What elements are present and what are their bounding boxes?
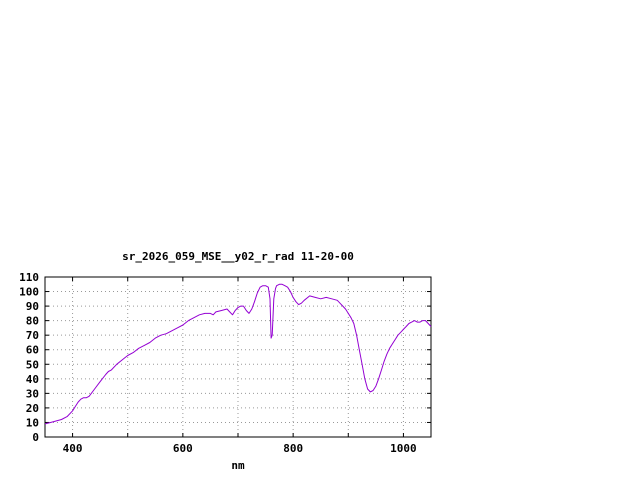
y-tick-label: 100 bbox=[19, 286, 39, 299]
y-tick-label: 70 bbox=[26, 329, 39, 342]
series-line bbox=[44, 283, 432, 425]
x-tick-label: 400 bbox=[63, 442, 83, 455]
x-axis-label: nm bbox=[231, 459, 245, 472]
y-tick-label: 80 bbox=[26, 315, 39, 328]
x-tick-label: 1000 bbox=[390, 442, 417, 455]
x-tick-label: 800 bbox=[283, 442, 303, 455]
y-tick-label: 0 bbox=[32, 431, 39, 444]
y-tick-label: 20 bbox=[26, 402, 39, 415]
y-tick-label: 10 bbox=[26, 416, 39, 429]
y-tick-label: 50 bbox=[26, 358, 39, 371]
y-tick-label: 60 bbox=[26, 344, 39, 357]
y-tick-label: 90 bbox=[26, 300, 39, 313]
y-tick-label: 110 bbox=[19, 271, 39, 284]
y-tick-label: 30 bbox=[26, 387, 39, 400]
y-tick-label: 40 bbox=[26, 373, 39, 386]
chart-title: sr_2026_059_MSE__y02_r_rad 11-20-00 bbox=[122, 250, 354, 263]
x-tick-label: 600 bbox=[173, 442, 193, 455]
